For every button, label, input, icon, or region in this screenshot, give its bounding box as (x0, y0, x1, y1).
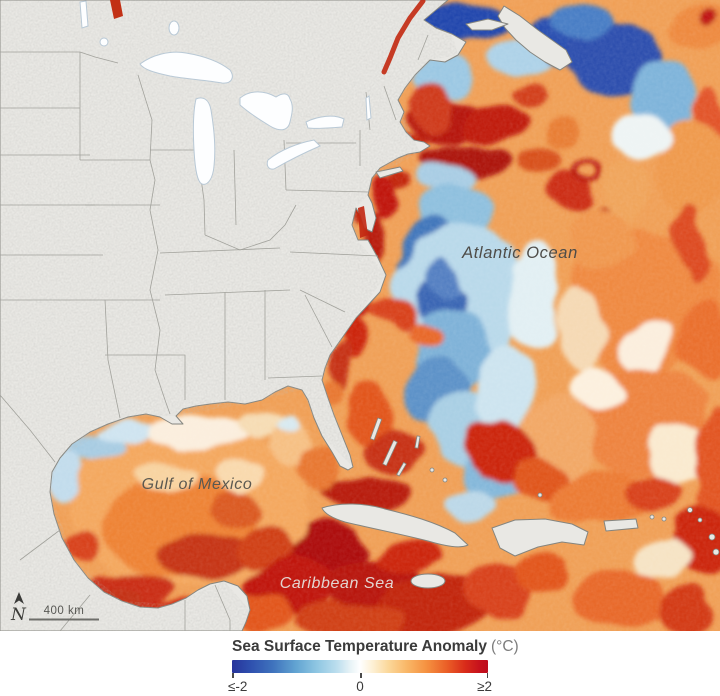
hispaniola-island (491, 518, 589, 557)
color-scale-ticks (232, 673, 488, 678)
warm-inland-waters (110, 0, 426, 238)
map-canvas: Atlantic Ocean Gulf of Mexico Caribbean … (0, 0, 720, 631)
north-arrow-icon (14, 592, 24, 604)
bahamas-islands (369, 417, 543, 498)
color-scale-bar (232, 660, 488, 673)
legend-title: Sea Surface Temperature Anomaly (°C) (232, 637, 519, 656)
legend: Sea Surface Temperature Anomaly (°C) ≤-2 … (0, 631, 720, 696)
north-letter: N (10, 605, 27, 625)
great-lakes (79, 0, 372, 185)
lake-erie (266, 139, 321, 170)
label-atlantic-ocean: Atlantic Ocean (461, 244, 578, 262)
lake-michigan (192, 97, 216, 185)
label-caribbean-sea: Caribbean Sea (280, 575, 395, 592)
pei-island (465, 18, 509, 31)
state-borders (0, 34, 429, 631)
cuba-island (321, 503, 469, 548)
lake-nipigon (168, 20, 180, 36)
tick-mid (360, 673, 362, 678)
jamaica-island (410, 573, 446, 589)
scale-label-min: ≤-2 (228, 679, 248, 694)
chesapeake-bay-warm (358, 206, 368, 238)
tick-min (232, 673, 234, 678)
lake-champlain (365, 95, 372, 121)
lake-of-the-woods (99, 37, 109, 47)
puerto-rico-island (603, 518, 639, 532)
legend-unit: (°C) (491, 638, 519, 655)
lake-superior (139, 51, 233, 84)
lake-huron (239, 91, 293, 131)
land-terrain-texture (0, 0, 458, 631)
place-labels: Atlantic Ocean Gulf of Mexico Caribbean … (142, 244, 578, 592)
color-scale-labels: ≤-2 0 ≥2 (228, 679, 492, 695)
lesser-antilles-islands (649, 507, 720, 556)
scale-label-max: ≥2 (477, 679, 492, 694)
scale-bar-label: 400 km (44, 605, 85, 617)
label-gulf-of-mexico: Gulf of Mexico (142, 476, 253, 493)
lake-winnipeg-warm (110, 0, 123, 19)
lake-manitoba (79, 0, 89, 29)
nova-scotia-land (497, 5, 573, 71)
lake-ontario (305, 115, 345, 129)
map-furniture: N 400 km (10, 592, 99, 625)
scale-label-mid: 0 (356, 679, 364, 694)
legend-title-text: Sea Surface Temperature Anomaly (232, 638, 487, 655)
long-island (375, 166, 404, 179)
tick-max (486, 673, 488, 678)
st-lawrence-river-warm (381, 0, 426, 75)
map-svg: Atlantic Ocean Gulf of Mexico Caribbean … (0, 0, 720, 631)
